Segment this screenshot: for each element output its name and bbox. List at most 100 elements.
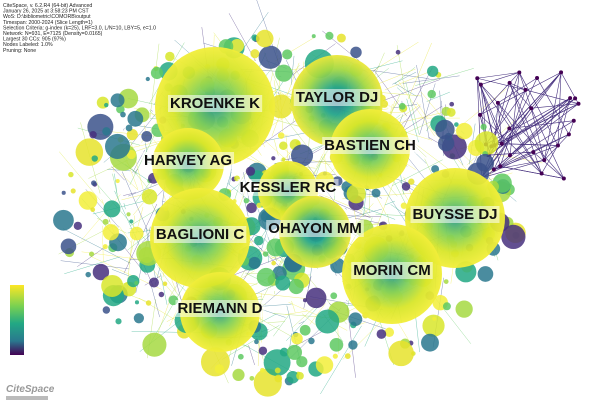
node	[348, 340, 358, 350]
node	[230, 38, 245, 53]
node	[68, 171, 74, 178]
header-line: Selection Criteria: g-index (k=25), LRF=…	[3, 25, 156, 31]
node	[555, 143, 560, 148]
edge	[59, 151, 103, 204]
edge	[487, 98, 576, 156]
edge	[145, 142, 148, 152]
node	[449, 101, 455, 107]
node	[129, 226, 144, 241]
edge	[129, 227, 132, 229]
edge	[358, 205, 396, 220]
label-bg	[167, 95, 263, 112]
node	[61, 190, 66, 195]
node	[158, 291, 165, 298]
node	[275, 64, 293, 82]
node	[286, 344, 303, 360]
node	[535, 76, 540, 81]
edge	[479, 72, 520, 116]
node	[89, 131, 97, 139]
node	[258, 346, 268, 356]
node	[200, 347, 230, 377]
node	[271, 156, 276, 161]
node-label: KESSLER RC	[240, 179, 337, 196]
node	[332, 353, 338, 359]
edge	[123, 203, 126, 210]
label-bg	[237, 179, 339, 196]
edge	[128, 184, 158, 197]
node	[384, 327, 395, 338]
node	[422, 314, 445, 337]
node	[507, 126, 512, 131]
node	[288, 278, 304, 295]
node	[115, 179, 120, 184]
edge	[543, 98, 571, 161]
edge	[509, 103, 579, 156]
node	[254, 235, 264, 246]
node	[125, 124, 133, 132]
edge	[525, 89, 579, 105]
edge	[497, 102, 565, 179]
node	[162, 281, 168, 287]
node	[145, 300, 152, 306]
node-label: BASTIEN CH	[324, 137, 416, 154]
edge	[107, 169, 131, 172]
node	[427, 65, 439, 78]
node	[559, 70, 564, 75]
label-bg	[266, 220, 364, 237]
node	[141, 188, 158, 205]
node	[477, 112, 482, 117]
node	[104, 102, 109, 108]
node	[250, 49, 260, 59]
header-line: Pruning: None	[3, 48, 36, 54]
edge	[114, 173, 118, 194]
node	[336, 33, 346, 43]
node	[260, 367, 265, 373]
label-bg	[351, 262, 433, 279]
node	[73, 221, 83, 231]
header-line: CiteSpace, v. 6.2.R4 (64-bit) Advanced	[3, 3, 92, 9]
edge	[367, 69, 430, 79]
node	[315, 309, 340, 334]
node	[102, 224, 119, 241]
edge	[493, 145, 559, 170]
node	[256, 267, 276, 287]
node	[127, 110, 144, 127]
node-label: RIEMANN D	[178, 300, 263, 317]
node	[523, 87, 528, 92]
node	[248, 256, 261, 270]
edge	[414, 312, 420, 353]
header-line: January 26, 2025 at 3:58:23 PM CST	[3, 9, 89, 15]
edge	[415, 68, 474, 86]
edge	[406, 98, 419, 143]
node	[495, 100, 500, 105]
node	[501, 224, 526, 250]
node	[92, 263, 110, 281]
edge	[493, 98, 576, 170]
edge	[397, 80, 435, 137]
edge	[481, 72, 562, 179]
node-label: HARVEY AG	[144, 152, 232, 169]
node	[421, 333, 439, 352]
edge	[530, 108, 565, 179]
node	[531, 150, 536, 155]
edge	[396, 104, 421, 121]
header-line: Largest 30 CCs: 905 (97%)	[3, 37, 66, 43]
edge	[501, 97, 571, 144]
node	[443, 279, 449, 284]
node	[266, 238, 285, 257]
node	[101, 274, 124, 297]
label-bg	[141, 152, 235, 169]
edge	[267, 321, 285, 323]
node	[431, 165, 440, 174]
node	[290, 144, 314, 167]
node	[568, 96, 573, 101]
edge	[150, 184, 152, 188]
node	[566, 132, 571, 137]
node	[395, 49, 401, 55]
node	[255, 29, 274, 48]
edge	[340, 232, 358, 261]
edge	[530, 108, 545, 161]
node	[498, 164, 503, 169]
edge	[479, 72, 562, 116]
